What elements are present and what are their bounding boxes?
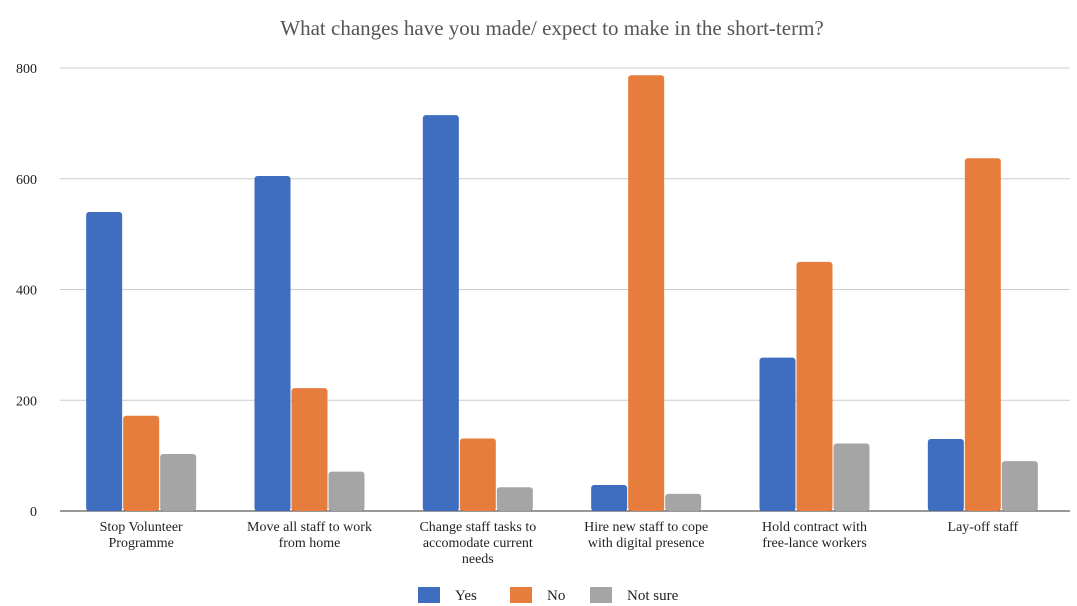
bar-no (628, 75, 665, 511)
bar-not-sure (160, 453, 197, 511)
x-tick-label: Lay-off staff (948, 520, 1019, 535)
legend-label: Yes (455, 588, 477, 604)
bar-yes (422, 115, 459, 511)
bar-no (123, 415, 160, 511)
y-tick-label: 400 (16, 284, 37, 299)
bar-yes (86, 211, 123, 511)
legend-item-not-sure: Not sure (590, 587, 679, 604)
bar-no (964, 158, 1001, 512)
bar-not-sure (1001, 461, 1038, 511)
bar-yes (591, 484, 628, 511)
bar-not-sure (496, 487, 533, 511)
x-tick-label: Stop Volunteer Programme (100, 520, 183, 551)
legend-item-no: No (510, 587, 565, 604)
bar-not-sure (833, 443, 870, 511)
x-tick-label: Change staff tasks to accomodate current n… (419, 520, 536, 567)
legend: Yes No Not sure (418, 587, 679, 604)
bar-yes (759, 357, 796, 511)
grid-layer: 0 200 400 600 800 (16, 62, 1070, 520)
y-tick-label: 800 (16, 62, 37, 77)
bars-layer (86, 75, 1038, 512)
legend-label: Not sure (627, 588, 679, 604)
x-tick-label: Move all staff to work from home (247, 520, 372, 551)
x-axis-tick-labels: Stop Volunteer Programme Move all staff to… (100, 520, 1019, 567)
bar-no (459, 438, 496, 511)
legend-swatch (590, 587, 612, 603)
legend-label: No (547, 588, 565, 604)
x-tick-label: Hire new staff to cope with digital prese… (584, 520, 708, 551)
legend-item-yes: Yes (418, 587, 477, 604)
legend-swatch (510, 587, 532, 603)
bar-yes (254, 175, 291, 511)
legend-swatch (418, 587, 440, 603)
x-tick-label: Hold contract with free-lance workers (762, 520, 867, 551)
bar-no (291, 388, 328, 511)
bar-yes (927, 439, 964, 511)
y-tick-label: 0 (30, 505, 37, 520)
y-tick-label: 600 (16, 173, 37, 188)
chart-title: What changes have you made/ expect to ma… (280, 16, 823, 40)
bar-not-sure (665, 493, 702, 511)
y-tick-label: 200 (16, 394, 37, 409)
bar-not-sure (328, 471, 365, 511)
bar-no (796, 261, 833, 511)
